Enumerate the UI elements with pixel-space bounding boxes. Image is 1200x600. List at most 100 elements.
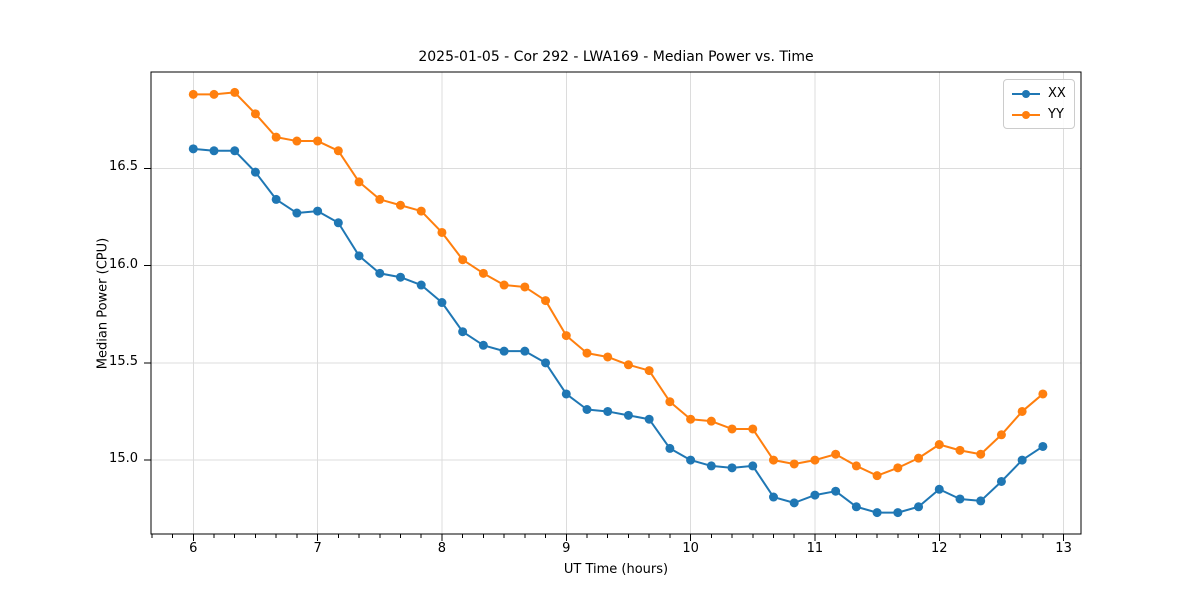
data-point-xx	[603, 406, 613, 416]
data-point-yy	[686, 414, 696, 424]
data-point-yy	[914, 453, 924, 463]
y-axis-label: Median Power (CPU)	[95, 237, 111, 370]
data-point-yy	[996, 430, 1006, 440]
data-point-xx	[188, 144, 198, 154]
data-point-xx	[520, 346, 530, 356]
data-point-xx	[831, 486, 841, 496]
legend-line-marker-icon	[1012, 110, 1040, 119]
data-point-yy	[416, 206, 426, 216]
x-tick-label: 10	[682, 541, 699, 556]
data-point-xx	[313, 206, 323, 216]
data-point-yy	[727, 424, 737, 434]
data-point-yy	[768, 455, 778, 465]
y-tick-label: 15.0	[109, 451, 138, 467]
data-point-yy	[1038, 389, 1048, 399]
data-point-yy	[831, 449, 841, 459]
data-point-xx	[706, 461, 716, 471]
data-point-xx	[292, 208, 302, 218]
y-tick-label: 16.0	[109, 256, 138, 272]
legend-entry-yy: YY	[1011, 105, 1066, 124]
legend-label-xx: XX	[1048, 86, 1066, 101]
data-point-yy	[893, 463, 903, 473]
data-point-yy	[1017, 406, 1027, 416]
data-point-yy	[561, 331, 571, 341]
data-point-xx	[1017, 455, 1027, 465]
data-point-yy	[810, 455, 820, 465]
data-point-yy	[354, 177, 364, 187]
y-tick-label: 15.5	[109, 353, 138, 369]
data-point-xx	[416, 280, 426, 290]
x-tick-label: 8	[437, 541, 447, 556]
x-tick-label: 9	[562, 541, 571, 556]
data-point-xx	[810, 490, 820, 500]
data-point-yy	[541, 296, 551, 306]
data-point-xx	[955, 494, 965, 504]
data-point-xx	[644, 414, 654, 424]
data-point-xx	[893, 508, 903, 518]
data-point-yy	[478, 268, 488, 278]
data-point-xx	[209, 146, 219, 156]
legend: XX YY	[1003, 79, 1075, 129]
x-tick-label: 11	[806, 541, 824, 556]
data-point-yy	[209, 89, 219, 99]
data-point-xx	[1038, 441, 1048, 451]
data-point-xx	[499, 346, 509, 356]
data-point-xx	[230, 146, 240, 156]
data-point-xx	[623, 410, 633, 420]
data-point-xx	[665, 443, 675, 453]
data-point-xx	[458, 327, 468, 337]
axes-frame	[150, 71, 1082, 535]
data-point-yy	[292, 136, 302, 146]
series-line-yy	[192, 91, 1044, 477]
data-point-yy	[333, 146, 343, 156]
data-point-xx	[914, 502, 924, 512]
data-point-xx	[250, 167, 260, 177]
data-point-yy	[955, 445, 965, 455]
data-point-yy	[934, 440, 944, 450]
data-point-xx	[437, 298, 447, 308]
x-tick-label: 6	[189, 541, 198, 556]
data-point-yy	[623, 360, 633, 370]
x-tick-label: 13	[1055, 541, 1072, 556]
data-point-xx	[686, 455, 696, 465]
data-point-yy	[437, 227, 447, 237]
data-point-yy	[458, 255, 468, 265]
data-point-xx	[375, 268, 385, 278]
data-point-xx	[976, 496, 986, 506]
x-axis-label: UT Time (hours)	[563, 562, 669, 577]
chart-title: 2025-01-05 - Cor 292 - LWA169 - Median P…	[418, 49, 814, 65]
data-point-yy	[375, 194, 385, 204]
data-point-xx	[395, 272, 405, 282]
legend-line-marker-icon	[1012, 89, 1040, 98]
data-point-xx	[582, 405, 592, 415]
data-point-yy	[271, 132, 281, 142]
data-point-xx	[768, 492, 778, 502]
data-point-xx	[748, 461, 758, 471]
data-point-xx	[354, 251, 364, 261]
data-point-yy	[851, 461, 861, 471]
data-point-xx	[271, 194, 281, 204]
data-point-xx	[541, 358, 551, 368]
data-point-yy	[230, 87, 240, 97]
y-tick-label: 16.5	[109, 159, 138, 175]
data-point-xx	[727, 463, 737, 473]
data-point-xx	[561, 389, 571, 399]
data-point-yy	[603, 352, 613, 362]
data-point-yy	[789, 459, 799, 469]
legend-entry-xx: XX	[1011, 84, 1066, 103]
data-point-yy	[582, 348, 592, 358]
data-point-yy	[520, 282, 530, 292]
x-tick-label: 12	[930, 541, 948, 556]
data-point-yy	[313, 136, 323, 146]
data-point-xx	[872, 508, 882, 518]
data-point-xx	[996, 476, 1006, 486]
data-point-xx	[333, 218, 343, 228]
data-point-yy	[872, 471, 882, 481]
x-tick-label: 7	[313, 541, 322, 556]
data-point-yy	[748, 424, 758, 434]
data-point-yy	[665, 397, 675, 407]
data-point-xx	[478, 340, 488, 350]
data-point-yy	[644, 366, 654, 376]
data-point-yy	[250, 109, 260, 119]
data-point-yy	[499, 280, 509, 290]
